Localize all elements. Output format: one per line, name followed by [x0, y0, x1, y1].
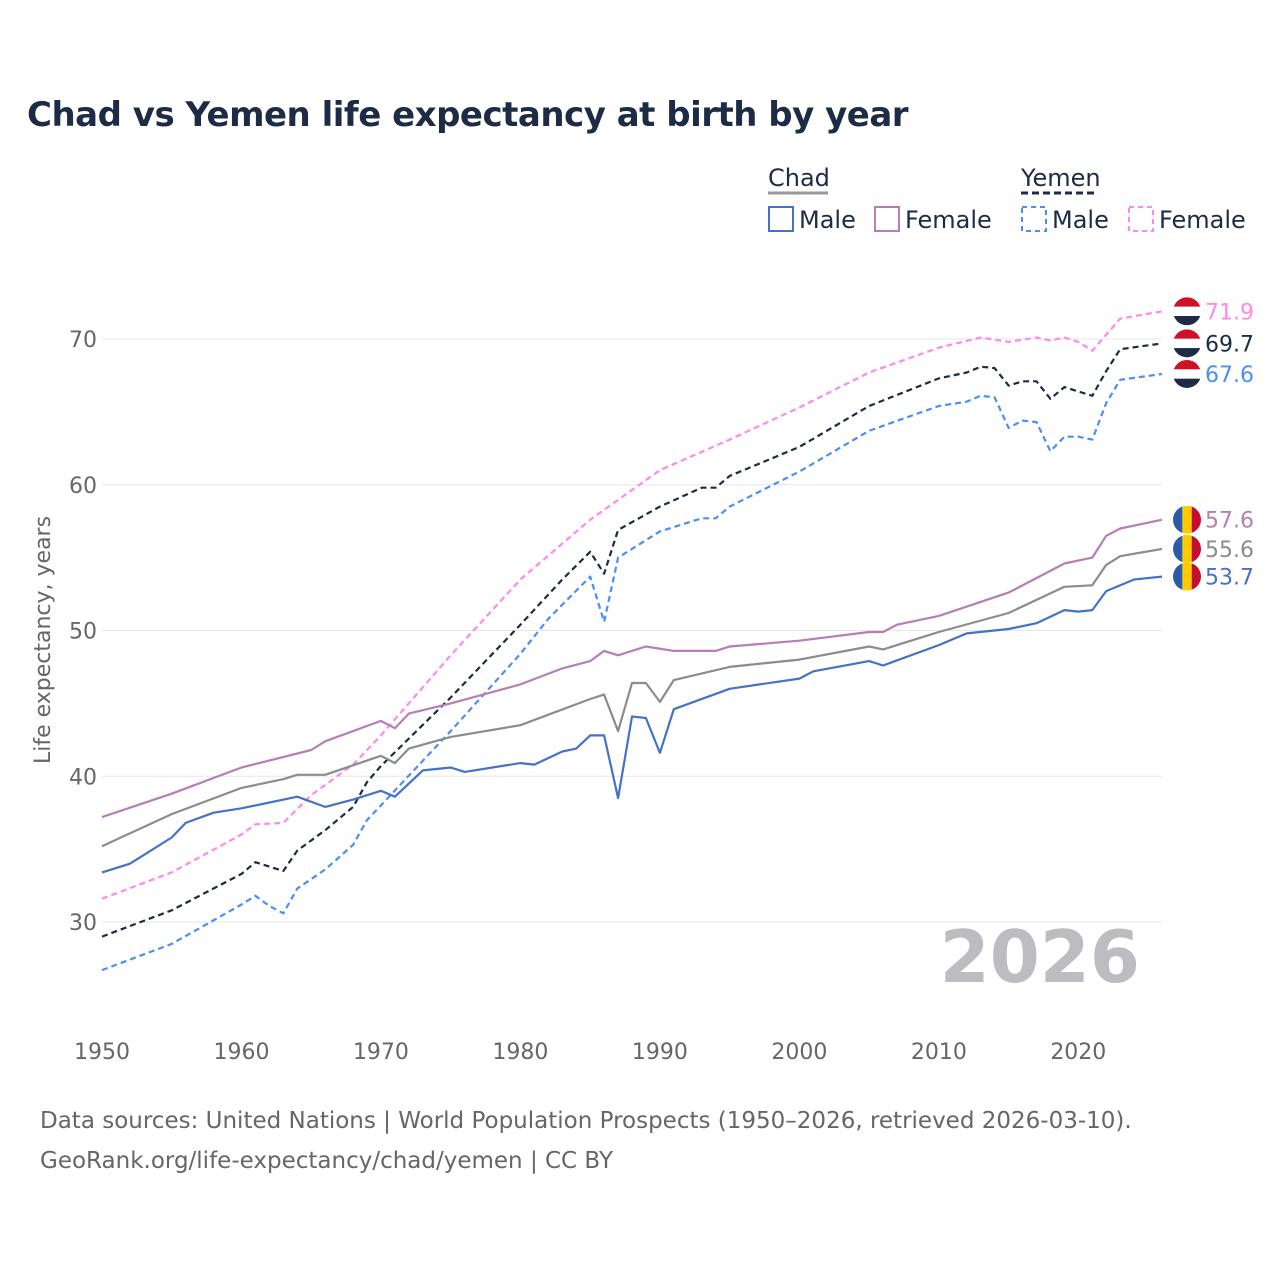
- chart-title: Chad vs Yemen life expectancy at birth b…: [27, 95, 909, 135]
- legend-yemen-male: Male: [1052, 206, 1109, 234]
- flag-stripe: [1173, 359, 1201, 370]
- series-line-chad-male: [101, 575, 1163, 874]
- x-tick-label: 1970: [353, 1040, 409, 1065]
- flag-stripe: [1182, 562, 1192, 591]
- y-axis-label: Life expectancy, years: [31, 516, 56, 764]
- y-tick-label: 70: [69, 328, 97, 353]
- x-tick-label: 1980: [492, 1040, 548, 1065]
- flag-stripe: [1182, 534, 1192, 563]
- series-line-chad-female: [101, 518, 1163, 819]
- series-line-yemen-male: [101, 372, 1163, 972]
- flag-icon-yemen: [1173, 329, 1201, 358]
- legend-chad-title: Chad: [768, 164, 830, 192]
- flag-stripe: [1173, 329, 1201, 339]
- flag-stripe: [1173, 338, 1201, 349]
- flag-stripe: [1173, 562, 1183, 591]
- end-value-label: 71.9: [1205, 300, 1254, 325]
- watermark-year: 2026: [940, 915, 1140, 999]
- end-value-label: 67.6: [1205, 363, 1254, 388]
- flag-stripe: [1182, 505, 1192, 534]
- flag-stripe: [1191, 534, 1201, 563]
- source-line-1: Data sources: United Nations | World Pop…: [40, 1108, 1132, 1134]
- flag-stripe: [1173, 348, 1201, 358]
- flag-stripe: [1173, 297, 1201, 307]
- flag-stripe: [1173, 505, 1183, 534]
- flag-icon-chad: [1173, 562, 1201, 591]
- flag-stripe: [1191, 562, 1201, 591]
- x-tick-label: 2010: [911, 1040, 967, 1065]
- flag-stripe: [1191, 505, 1201, 534]
- flag-icon-chad: [1173, 505, 1201, 534]
- source-line-2[interactable]: GeoRank.org/life-expectancy/chad/yemen |…: [40, 1148, 614, 1174]
- x-tick-label: 1950: [74, 1040, 130, 1065]
- legend-chad-female-swatch: [874, 206, 900, 232]
- series-line-chad: [101, 547, 1163, 848]
- legend-yemen-female: Female: [1159, 206, 1246, 234]
- legend-chad-male: Male: [799, 206, 856, 234]
- legend-yemen-male-swatch: [1021, 206, 1047, 232]
- x-tick-label: 1960: [213, 1040, 269, 1065]
- legend-yemen-title: Yemen: [1020, 164, 1101, 192]
- flag-stripe: [1173, 369, 1201, 379]
- legend-chad-female: Female: [905, 206, 992, 234]
- legend-chad-male-swatch: [768, 206, 794, 232]
- legend: Chad Yemen Male Female Male Female: [768, 164, 1246, 234]
- x-tick-label: 2020: [1050, 1040, 1106, 1065]
- end-value-label: 53.7: [1205, 566, 1254, 591]
- x-tick-label: 1990: [632, 1040, 688, 1065]
- flag-icon-yemen: [1173, 297, 1201, 326]
- flag-icon-chad: [1173, 534, 1201, 563]
- series-line-yemen: [101, 342, 1163, 938]
- end-value-label: 55.6: [1205, 538, 1254, 563]
- flag-stripe: [1173, 316, 1201, 326]
- end-value-label: 57.6: [1205, 509, 1254, 534]
- y-tick-label: 40: [69, 765, 97, 790]
- flag-icon-yemen: [1173, 359, 1201, 388]
- x-tick-label: 2000: [771, 1040, 827, 1065]
- y-tick-label: 50: [69, 620, 97, 645]
- y-tick-label: 30: [69, 911, 97, 936]
- legend-yemen-female-swatch: [1128, 206, 1154, 232]
- flag-stripe: [1173, 306, 1201, 317]
- end-value-label: 69.7: [1205, 332, 1254, 357]
- flag-stripe: [1173, 378, 1201, 388]
- series-line-yemen-female: [101, 310, 1163, 900]
- y-tick-label: 60: [69, 474, 97, 499]
- flag-stripe: [1173, 534, 1183, 563]
